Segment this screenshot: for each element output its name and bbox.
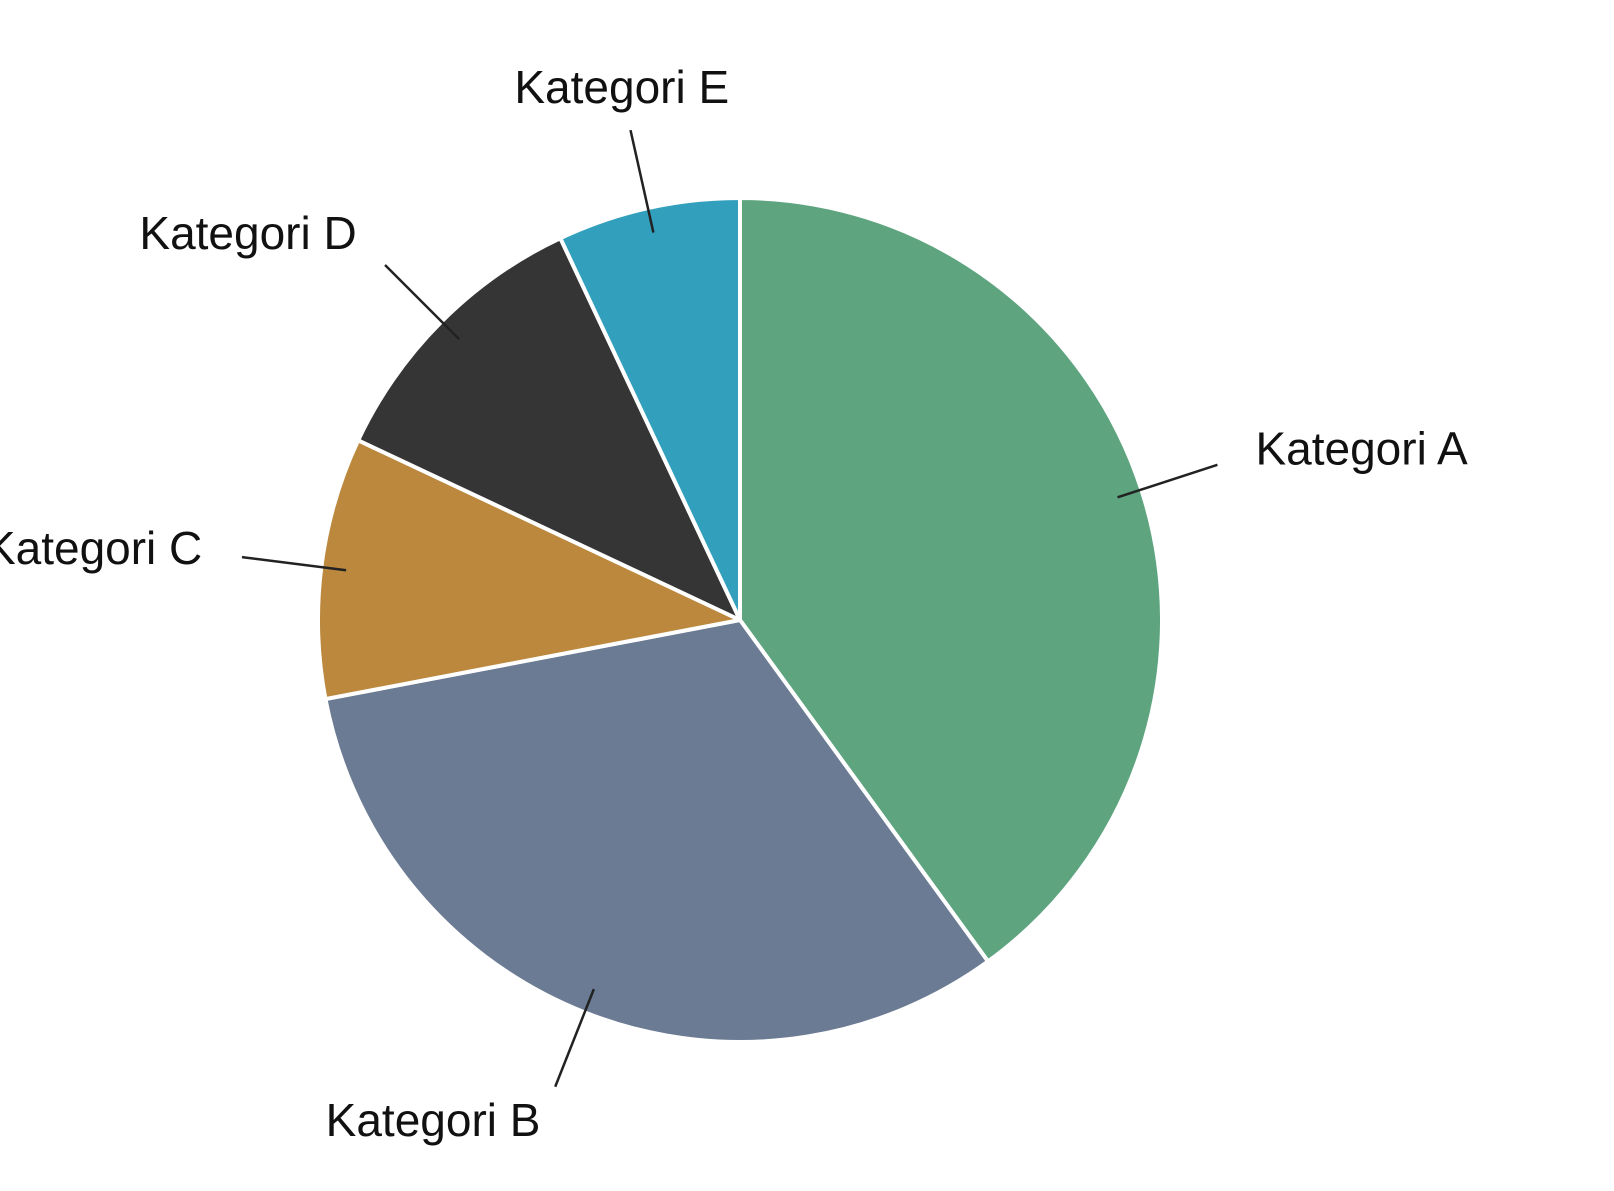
- slice-label-kategori-d: Kategori D: [139, 207, 356, 259]
- leader-line-kategori-b: [554, 988, 596, 1088]
- slice-label-kategori-b: Kategori B: [326, 1094, 541, 1146]
- slice-label-kategori-c: Kategori C: [0, 522, 202, 574]
- leader-line-kategori-e: [629, 129, 655, 233]
- leader-line-kategori-d: [384, 264, 461, 341]
- slice-label-kategori-a: Kategori A: [1255, 423, 1468, 475]
- leader-line-kategori-a: [1117, 463, 1218, 499]
- slice-label-kategori-e: Kategori E: [514, 61, 729, 113]
- leader-line-kategori-c: [241, 555, 347, 572]
